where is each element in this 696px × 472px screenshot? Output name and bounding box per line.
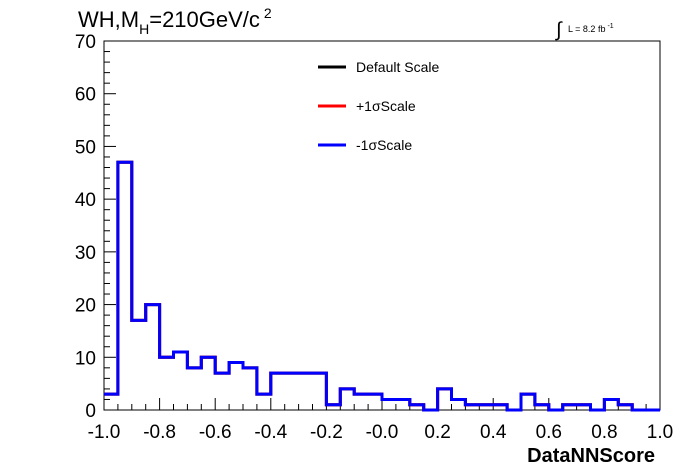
y-tick-label: 70: [75, 32, 96, 53]
x-tick-label: 1.0: [647, 422, 673, 443]
y-tick-label: 10: [75, 348, 96, 369]
x-tick-label: -0.6: [199, 422, 232, 443]
title-prefix: WH,M: [78, 7, 139, 32]
y-tick-label: 0: [85, 401, 96, 422]
lumi-superscript: -1: [607, 23, 613, 30]
histogram-series-1: [104, 160, 660, 412]
x-tick-label: -0.8: [143, 422, 176, 443]
x-axis: -1.0 -0.8 -0.6 -0.4 -0.2 -0.0 0.2 0.4 0.6 0.8 1.0: [88, 398, 673, 443]
chart-title: WH,MH=210GeV/c 2: [78, 5, 272, 37]
y-tick-label: 60: [75, 85, 96, 106]
x-tick-label: 0.8: [591, 422, 617, 443]
y-tick-label: 30: [75, 243, 96, 264]
x-tick-label: -0.2: [310, 422, 343, 443]
histogram-series-0: [104, 160, 660, 412]
histogram-series-2: [104, 160, 660, 412]
x-tick-label: 0.2: [424, 422, 450, 443]
series-layer: [104, 160, 660, 412]
legend-label-plus1sigma: +1σScale: [356, 98, 416, 114]
lumi-label: L = 8.2 fb -1: [568, 23, 614, 34]
x-tick-label: -1.0: [88, 422, 121, 443]
x-tick-label: -0.4: [254, 422, 287, 443]
title-subscript: H: [139, 21, 149, 37]
x-axis-label: DataNNScore: [527, 445, 655, 467]
title-value: =210GeV/c: [149, 7, 260, 32]
legend: Default Scale +1σScale -1σScale: [318, 59, 439, 153]
x-tick-label: 0.4: [480, 422, 507, 443]
legend-label-default: Default Scale: [356, 59, 439, 75]
y-tick-label: 20: [75, 296, 96, 317]
integral-icon: ∫: [555, 19, 563, 41]
legend-label-minus1sigma: -1σScale: [356, 137, 412, 153]
y-tick-label: 50: [75, 137, 96, 158]
y-axis: 0 10 20 30 40 50 60 70: [75, 32, 116, 422]
title-superscript: 2: [264, 5, 272, 21]
x-tick-label: 0.6: [536, 422, 562, 443]
lumi-text: L = 8.2 fb: [568, 24, 605, 34]
x-tick-label: -0.0: [366, 422, 399, 443]
y-tick-label: 40: [75, 190, 96, 211]
